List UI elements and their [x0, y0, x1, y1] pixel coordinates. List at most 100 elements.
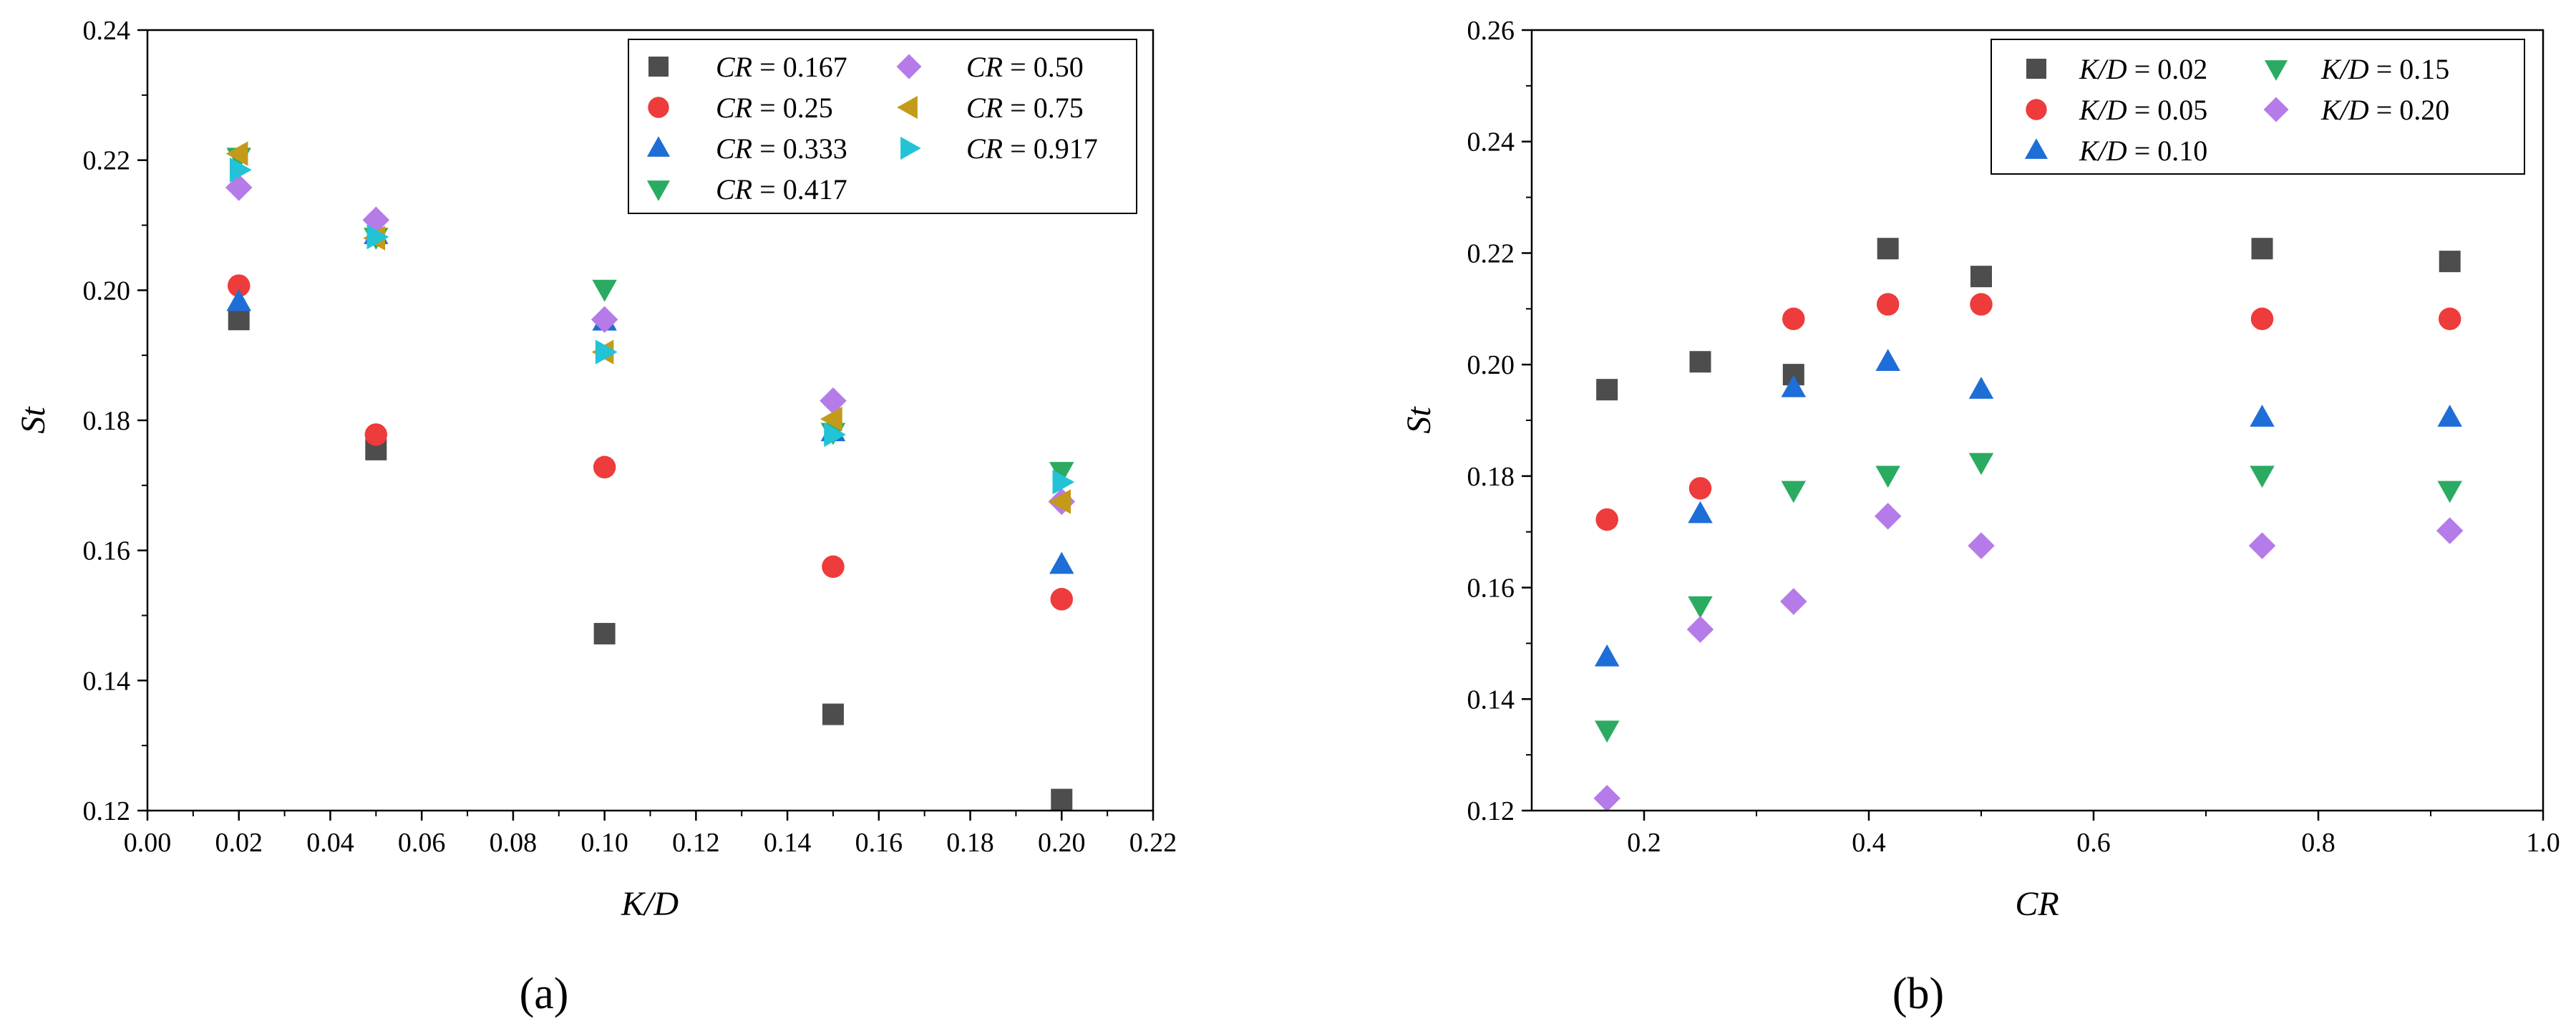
x-tick-label: 0.20	[1038, 828, 1086, 858]
data-point	[820, 387, 847, 415]
x-tick-label: 0.6	[2076, 828, 2111, 858]
legend-marker	[2024, 138, 2048, 159]
plot-frame	[146, 29, 1155, 812]
y-tick-label: 0.14	[1467, 685, 1515, 715]
data-point	[1877, 238, 1899, 260]
data-point	[1686, 616, 1714, 643]
data-point	[1968, 532, 1995, 559]
data-point	[590, 306, 618, 333]
data-point	[227, 274, 251, 297]
x-tick-label: 0.08	[490, 828, 538, 858]
data-point	[1596, 379, 1618, 401]
legend-marker	[2264, 60, 2288, 81]
data-point	[1052, 470, 1075, 495]
y-tick-label: 0.12	[83, 796, 131, 826]
data-point	[1782, 307, 1805, 331]
y-tick-labels: 0.12 0.14 0.16 0.18 0.20 0.22 0.24 0.26	[1467, 16, 1515, 826]
tick-marks	[1522, 29, 2545, 821]
legend-entry-cr-0.167: CR = 0.167	[716, 51, 847, 83]
data-point	[1875, 465, 1900, 488]
series-KD-0.02	[1596, 238, 2461, 401]
data-markers	[225, 141, 1076, 811]
data-point	[1968, 453, 1994, 475]
data-point	[2251, 238, 2273, 260]
data-point	[822, 703, 844, 725]
y-tick-label: 0.22	[83, 146, 131, 176]
legend-marker	[2263, 97, 2289, 122]
chart-panel-a: 0.120.140.160.180.200.220.24 0.00 0.02 0.0…	[14, 16, 1177, 1018]
y-tick-label: 0.20	[1467, 350, 1515, 380]
data-point	[1970, 266, 1992, 288]
data-point	[229, 158, 252, 183]
data-point	[1595, 508, 1618, 531]
series-CR-0.917	[229, 158, 1075, 495]
x-tick-label: 0.12	[672, 828, 720, 858]
data-point	[822, 555, 845, 579]
data-point	[225, 174, 253, 201]
x-tick-label: 1.0	[2526, 828, 2560, 858]
y-tick-label: 0.16	[83, 536, 131, 566]
x-tick-label: 0.22	[1129, 828, 1177, 858]
data-point	[2439, 251, 2461, 273]
y-tick-labels: 0.12 0.14 0.16 0.18 0.20 0.22 0.24	[83, 16, 131, 826]
panel-label-a: (a)	[520, 970, 569, 1018]
data-point	[1970, 293, 1993, 316]
legend-entry-kd-0.02: K/D = 0.02	[2079, 53, 2207, 85]
data-point	[364, 423, 388, 446]
legend-entry-kd-0.10: K/D = 0.10	[2079, 135, 2207, 167]
legend-entry-cr-0.917: CR = 0.917	[966, 132, 1098, 165]
data-point	[593, 622, 616, 644]
data-point	[595, 339, 618, 364]
y-tick-label: 0.18	[83, 406, 131, 436]
legend-marker	[646, 136, 671, 157]
data-point	[366, 224, 389, 250]
legend-marker	[648, 57, 669, 77]
x-axis-title: K/D	[621, 885, 679, 923]
x-tick-label: 0.04	[306, 828, 354, 858]
x-tick-label: 0.00	[124, 828, 172, 858]
legend-entry-kd-0.20: K/D = 0.20	[2320, 94, 2449, 126]
legend-marker	[2026, 99, 2047, 120]
tick-marks	[137, 29, 1155, 821]
data-point	[2250, 465, 2275, 488]
data-point	[1876, 293, 1900, 316]
data-point	[1050, 588, 1074, 611]
series-CR-0.333	[226, 222, 1074, 574]
data-point	[2250, 307, 2274, 331]
y-tick-label: 0.22	[1467, 238, 1515, 269]
data-point	[1781, 480, 1807, 503]
data-point	[824, 422, 846, 448]
y-tick-label: 0.24	[83, 16, 131, 46]
legend-markers	[646, 54, 922, 201]
data-point	[1593, 785, 1620, 812]
data-point	[820, 406, 842, 432]
data-point	[1874, 503, 1902, 530]
legend-entry-kd-0.15: K/D = 0.15	[2320, 53, 2449, 85]
x-tick-label: 0.16	[855, 828, 903, 858]
series-CR-0.50	[225, 174, 1076, 516]
x-tick-labels: 0.2 0.4 0.6 0.8 1.0	[1627, 828, 2560, 858]
data-point	[1051, 788, 1073, 811]
series-KD-0.10	[1594, 349, 2462, 667]
x-tick-label: 0.4	[1852, 828, 1886, 858]
legend-marker	[896, 54, 922, 79]
y-tick-label: 0.20	[83, 276, 131, 306]
x-tick-label: 0.8	[2301, 828, 2336, 858]
data-point	[228, 309, 250, 331]
y-tick-label: 0.12	[1467, 796, 1515, 826]
series-KD-0.05	[1595, 293, 2461, 531]
y-tick-label: 0.26	[1467, 16, 1515, 46]
legend-marker	[900, 136, 921, 160]
legend-marker	[897, 95, 918, 120]
x-tick-label: 0.14	[764, 828, 812, 858]
legend-marker	[2026, 59, 2046, 79]
legend-entry-kd-0.05: K/D = 0.05	[2079, 94, 2207, 126]
data-point	[1689, 351, 1711, 373]
series-CR-0.167	[228, 309, 1073, 811]
legend-entry-cr-0.75: CR = 0.75	[966, 92, 1084, 124]
data-point	[2436, 517, 2464, 544]
data-point	[2437, 480, 2462, 503]
data-point	[2248, 532, 2276, 559]
y-axis-title: St	[14, 406, 52, 434]
data-point	[1780, 588, 1807, 615]
